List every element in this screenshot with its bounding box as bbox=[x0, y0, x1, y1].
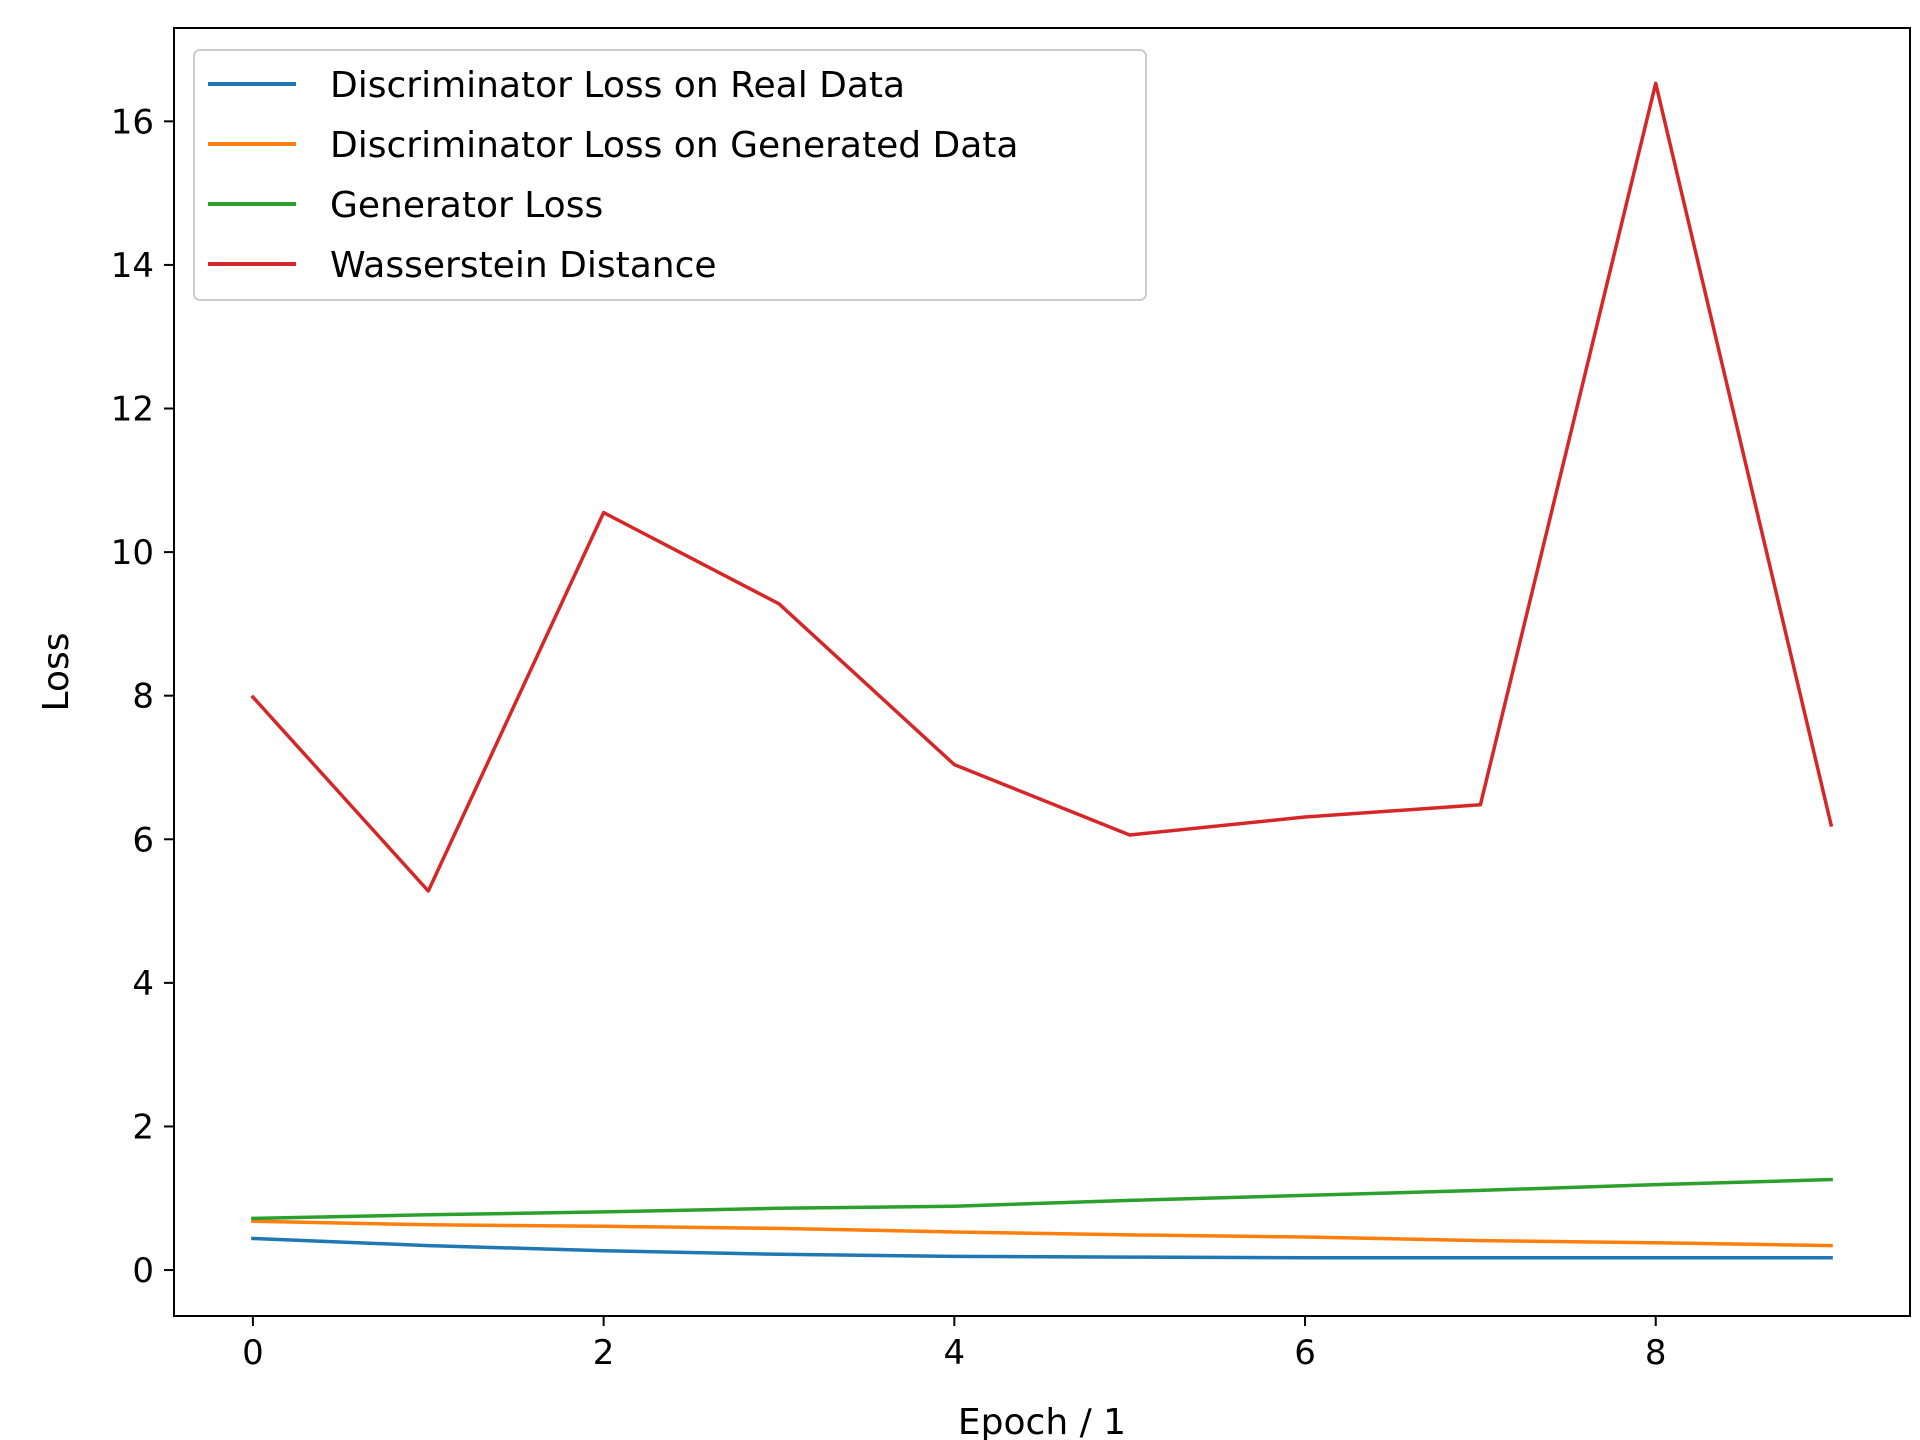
x-tick-label: 0 bbox=[242, 1333, 264, 1373]
legend-label: Wasserstein Distance bbox=[330, 245, 717, 286]
y-tick-label: 6 bbox=[132, 820, 154, 860]
series-line-1 bbox=[251, 1236, 1833, 1260]
x-axis-title: Epoch / 1 bbox=[958, 1402, 1126, 1440]
x-tick-label: 2 bbox=[593, 1333, 615, 1373]
series-line-4 bbox=[250, 81, 1834, 893]
legend-box bbox=[193, 49, 1147, 301]
x-tick-label: 6 bbox=[1294, 1333, 1316, 1373]
y-tick-label: 12 bbox=[111, 390, 154, 430]
y-tick-label: 4 bbox=[132, 964, 154, 1004]
plot-area-frame bbox=[173, 27, 1911, 1317]
legend-label: Generator Loss bbox=[330, 185, 603, 226]
legend-label: Discriminator Loss on Generated Data bbox=[330, 125, 1018, 166]
y-tick-label: 16 bbox=[111, 102, 154, 142]
y-axis-ticks: 0 2 4 6 8 10 12 14 16 bbox=[111, 102, 174, 1291]
y-tick-label: 0 bbox=[132, 1251, 154, 1291]
series-line-2 bbox=[251, 1219, 1833, 1248]
x-tick-label: 4 bbox=[944, 1333, 966, 1373]
y-tick-label: 2 bbox=[132, 1107, 154, 1147]
y-tick-label: 14 bbox=[111, 246, 154, 286]
y-axis-title: Loss bbox=[36, 633, 77, 712]
legend-label: Discriminator Loss on Real Data bbox=[330, 65, 905, 106]
series-line-3 bbox=[251, 1177, 1833, 1221]
y-tick-label: 8 bbox=[132, 677, 154, 717]
x-axis-ticks: 0 2 4 6 8 bbox=[242, 1316, 1667, 1373]
series-lines bbox=[250, 81, 1834, 1260]
y-tick-label: 10 bbox=[111, 533, 154, 573]
legend: Discriminator Loss on Real Data Discrimin… bbox=[193, 49, 1147, 301]
x-tick-label: 8 bbox=[1645, 1333, 1667, 1373]
